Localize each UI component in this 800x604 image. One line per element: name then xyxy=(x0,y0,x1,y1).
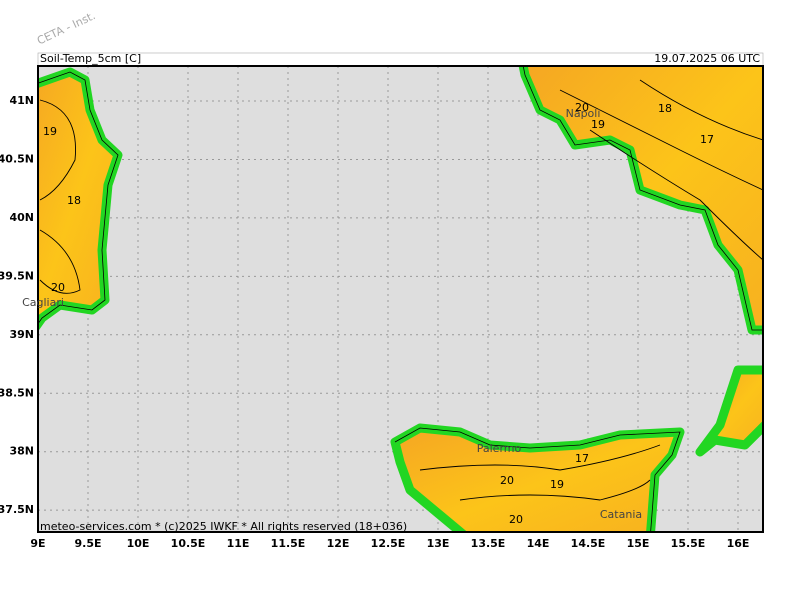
lon-label: 9.5E xyxy=(74,537,101,550)
lat-label: 41N xyxy=(9,94,34,107)
contour-label: 20 xyxy=(575,101,589,114)
watermark: CETA - Inst. xyxy=(35,9,97,47)
lon-label: 12E xyxy=(327,537,350,550)
place-label: Cagliari xyxy=(22,296,64,309)
footer: meteo-services.com * (c)2025 IWKF * All … xyxy=(40,520,407,533)
lat-label: 39.5N xyxy=(0,269,34,282)
lon-label: 9E xyxy=(30,537,45,550)
contour-label: 19 xyxy=(550,478,564,491)
land xyxy=(38,66,763,532)
lon-label: 11.5E xyxy=(271,537,306,550)
contour-label: 17 xyxy=(575,452,589,465)
lon-label: 13.5E xyxy=(471,537,506,550)
lon-label: 10E xyxy=(127,537,150,550)
lon-label: 15.5E xyxy=(671,537,706,550)
lat-label: 37.5N xyxy=(0,503,34,516)
lat-label: 38.5N xyxy=(0,386,34,399)
contour-label: 18 xyxy=(658,102,672,115)
lat-label: 39N xyxy=(9,328,34,341)
calabria xyxy=(695,365,763,457)
lon-label: 14E xyxy=(527,537,550,550)
lon-label: 16E xyxy=(727,537,750,550)
lon-label: 13E xyxy=(427,537,450,550)
valid-time: 19.07.2025 06 UTC xyxy=(654,52,760,65)
lat-label: 40N xyxy=(9,211,34,224)
contour-label: 20 xyxy=(51,281,65,294)
contour-label: 19 xyxy=(43,125,57,138)
place-label: Palermo xyxy=(477,442,522,455)
contour-label: 17 xyxy=(700,133,714,146)
lon-label: 14.5E xyxy=(571,537,606,550)
place-label: Napoli xyxy=(566,107,601,120)
lat-label: 40.5N xyxy=(0,152,34,165)
place-label: Catania xyxy=(600,508,642,521)
contour-label: 20 xyxy=(509,513,523,526)
map-frame xyxy=(37,65,764,533)
contour-label: 20 xyxy=(500,474,514,487)
lon-label: 10.5E xyxy=(171,537,206,550)
grid xyxy=(37,66,763,532)
lon-label: 15E xyxy=(627,537,650,550)
lon-label: 11E xyxy=(227,537,250,550)
lon-label: 12.5E xyxy=(371,537,406,550)
contour-label: 18 xyxy=(67,194,81,207)
contour-label: 19 xyxy=(591,118,605,131)
lat-label: 38N xyxy=(9,445,34,458)
variable-label: Soil-Temp_5cm [C] xyxy=(40,52,141,65)
